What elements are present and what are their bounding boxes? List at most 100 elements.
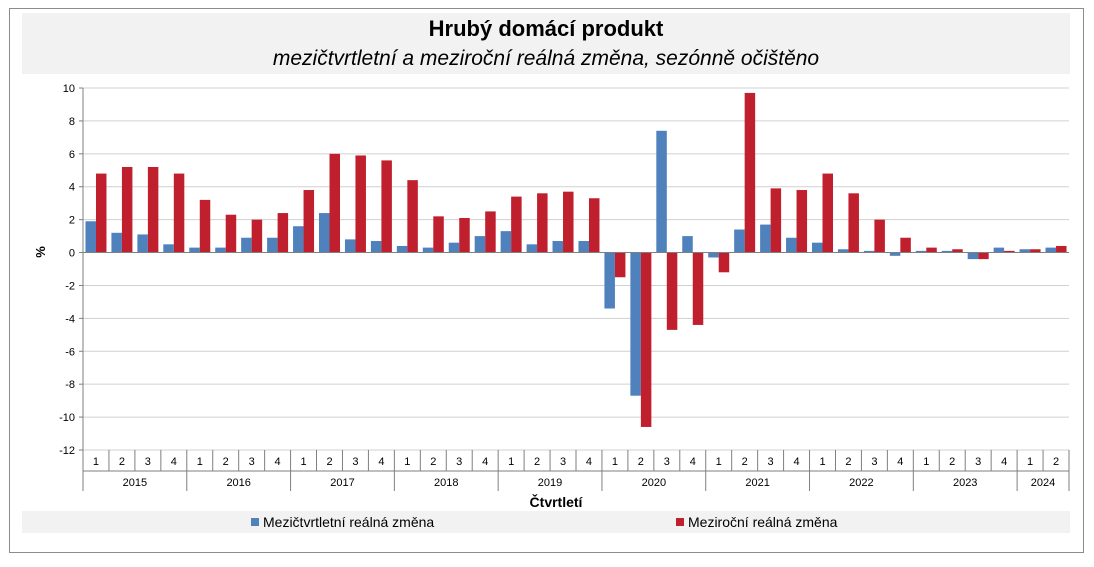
- y-tick-label: -8: [65, 379, 75, 391]
- x-axis-label: Čtvrtletí: [530, 493, 584, 510]
- quarter-label: 1: [923, 456, 929, 468]
- bar-yoy: [640, 252, 652, 427]
- quarter-label: 4: [793, 456, 799, 468]
- quarter-label: 2: [742, 456, 748, 468]
- bar-qoq: [786, 237, 797, 253]
- bar-qoq: [837, 249, 849, 253]
- bar-qoq: [241, 237, 252, 253]
- bar-yoy: [173, 173, 185, 253]
- quarter-label: 4: [1001, 456, 1007, 468]
- bar-yoy: [692, 252, 704, 325]
- bar-yoy: [1004, 250, 1015, 253]
- bar-yoy: [433, 216, 444, 253]
- bar-qoq: [293, 226, 304, 253]
- bar-qoq: [863, 250, 875, 253]
- quarter-label: 4: [275, 456, 281, 468]
- bar-yoy: [277, 213, 289, 253]
- bar-qoq: [137, 234, 148, 253]
- y-tick-label: 6: [69, 149, 75, 161]
- bar-yoy: [900, 237, 911, 253]
- quarter-label: 3: [352, 456, 358, 468]
- year-label: 2015: [123, 477, 147, 489]
- bar-qoq: [578, 241, 589, 253]
- bar-qoq: [267, 237, 278, 253]
- y-tick-label: -6: [65, 346, 75, 358]
- quarter-label: 3: [145, 456, 151, 468]
- bar-yoy: [225, 214, 237, 253]
- bar-yoy: [147, 166, 159, 253]
- quarter-label: 3: [664, 456, 670, 468]
- bar-yoy: [381, 160, 392, 253]
- year-label: 2020: [642, 477, 666, 489]
- bar-qoq: [163, 244, 174, 253]
- quarter-label: 2: [326, 456, 332, 468]
- bar-qoq: [604, 252, 615, 309]
- quarter-label: 2: [845, 456, 851, 468]
- bar-qoq: [889, 252, 901, 256]
- quarter-label: 4: [690, 456, 696, 468]
- bar-yoy: [822, 173, 833, 253]
- year-label: 2023: [953, 477, 977, 489]
- bar-yoy: [848, 193, 859, 253]
- bar-yoy: [978, 252, 989, 260]
- bar-yoy: [121, 166, 133, 253]
- bar-yoy: [511, 196, 522, 253]
- bar-yoy: [1056, 245, 1067, 253]
- bar-yoy: [926, 247, 937, 253]
- quarter-label: 4: [171, 456, 177, 468]
- quarter-label: 1: [508, 456, 514, 468]
- bar-yoy: [95, 173, 107, 253]
- y-tick-label: -2: [65, 280, 75, 292]
- y-tick-label: -10: [59, 412, 75, 424]
- quarter-label: 3: [975, 456, 981, 468]
- chart-frame: [9, 8, 1084, 553]
- bar-yoy: [614, 252, 626, 278]
- bar-yoy: [952, 249, 963, 253]
- quarter-label: 3: [871, 456, 877, 468]
- bar-qoq: [111, 232, 122, 253]
- y-tick-label: 4: [69, 182, 75, 194]
- bar-qoq: [344, 239, 356, 253]
- bar-qoq: [526, 244, 538, 253]
- y-tick-label: 0: [69, 248, 75, 260]
- quarter-label: 3: [249, 456, 255, 468]
- year-label: 2017: [330, 477, 354, 489]
- bars-layer: [85, 92, 1067, 427]
- bar-qoq: [319, 213, 330, 253]
- bar-yoy: [744, 92, 756, 253]
- bar-qoq: [656, 130, 667, 253]
- legend-label-qoq: Mezičtvrtletní reálná změna: [263, 514, 435, 530]
- bar-yoy: [718, 252, 730, 273]
- bar-qoq: [396, 245, 408, 253]
- bar-qoq: [967, 252, 979, 260]
- bar-yoy: [485, 211, 496, 253]
- y-tick-label: 8: [69, 116, 75, 128]
- y-axis-label: %: [33, 246, 48, 258]
- legend-item-qoq: Mezičtvrtletní reálná změna: [251, 513, 434, 531]
- legend-swatch-qoq: [251, 518, 259, 526]
- quarter-label: 4: [586, 456, 592, 468]
- quarter-label: 2: [1053, 456, 1059, 468]
- year-label: 2022: [849, 477, 873, 489]
- bar-qoq: [734, 229, 745, 253]
- year-label: 2021: [745, 477, 769, 489]
- bar-yoy: [459, 217, 470, 253]
- quarter-label: 2: [223, 456, 229, 468]
- quarter-label: 1: [404, 456, 410, 468]
- quarter-label: 2: [534, 456, 540, 468]
- bar-yoy: [407, 180, 418, 253]
- bar-qoq: [370, 241, 382, 253]
- quarter-label: 2: [949, 456, 955, 468]
- bar-qoq: [630, 252, 641, 396]
- bar-yoy: [796, 190, 808, 253]
- year-label: 2019: [538, 477, 562, 489]
- quarter-label: 1: [716, 456, 722, 468]
- bar-qoq: [448, 242, 460, 253]
- grid-layer: [83, 87, 1069, 451]
- bar-yoy: [355, 155, 366, 253]
- bar-qoq: [85, 221, 96, 253]
- bar-yoy: [1030, 249, 1041, 253]
- quarter-label: 1: [93, 456, 99, 468]
- legend-swatch-yoy: [676, 518, 684, 526]
